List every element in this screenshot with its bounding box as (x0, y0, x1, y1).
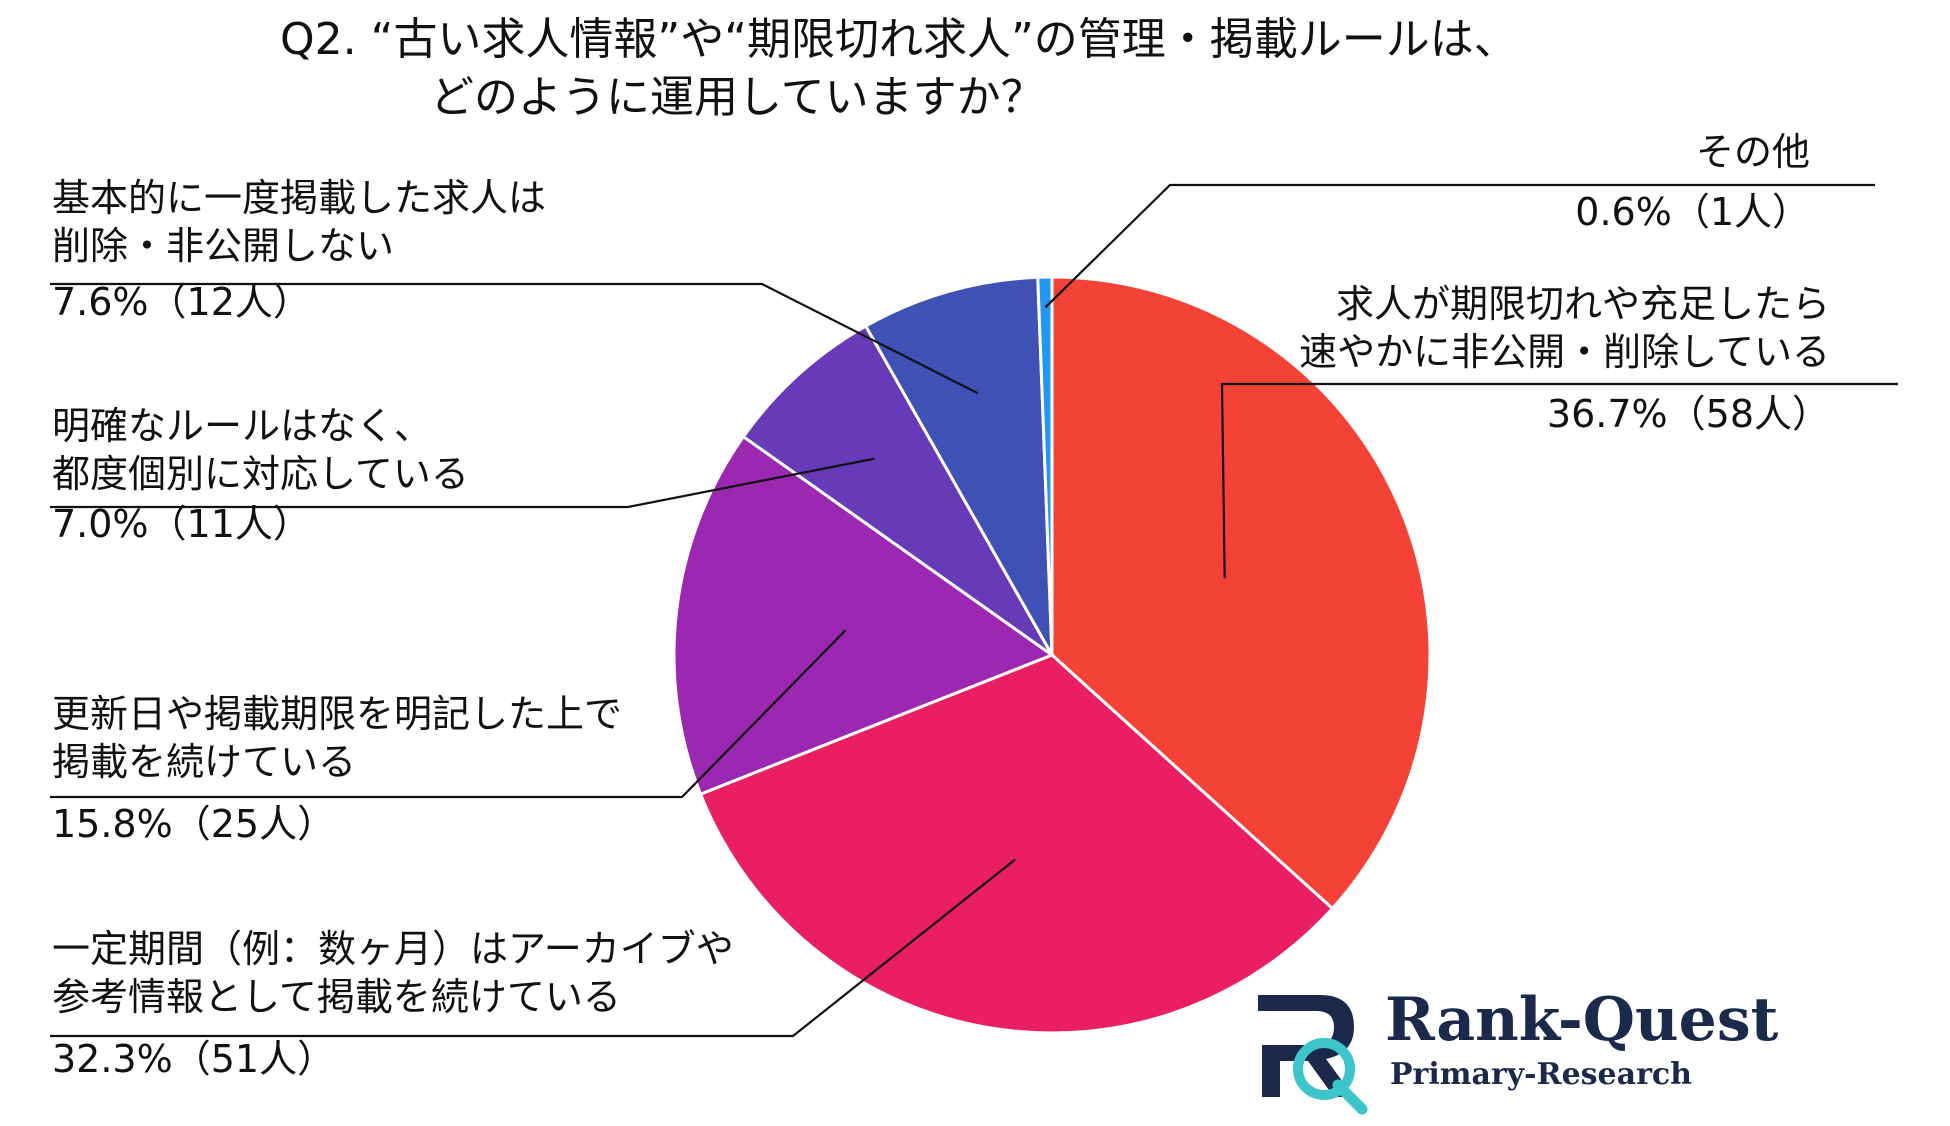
leader-line-3 (50, 457, 875, 509)
pie-slice-0 (1050, 275, 1432, 911)
slice-label-3-line-2: 都度個別に対応している (52, 452, 469, 496)
slice-label-1-line-1: 一定期間（例：数ヶ月）はアーカイブや (52, 927, 734, 971)
leader-line-2 (50, 629, 847, 799)
leader-lines (50, 183, 1898, 1038)
slice-label-4: 基本的に一度掲載した求人は 削除・非公開しない 7.6%（12人） (52, 174, 546, 326)
slice-label-0-line-2: 速やかに非公開・削除している (1299, 330, 1830, 374)
pie-slice-5 (1036, 275, 1054, 656)
logo-subtitle: Primary-Research (1390, 1057, 1692, 1092)
pie-slice-3 (741, 324, 1054, 657)
leader-line-4 (50, 282, 979, 395)
slice-label-4-line-2: 削除・非公開しない (52, 224, 395, 268)
slice-label-2: 更新日や掲載期限を明記した上で 掲載を続けている 15.8%（25人） (52, 690, 622, 848)
leader-line-5 (1044, 183, 1875, 309)
slice-label-5-line-1: その他 (1695, 130, 1810, 174)
slice-label-2-line-2: 掲載を続けている (52, 740, 357, 784)
leader-line-1 (50, 858, 1016, 1038)
slice-label-1-line-2: 参考情報として掲載を続けている (52, 975, 621, 1019)
slice-value-2: 15.8%（25人） (52, 802, 336, 846)
slice-value-0: 36.7%（58人） (1546, 392, 1830, 436)
leader-line-0 (1220, 382, 1898, 579)
slice-value-5: 0.6%（1人） (1575, 190, 1810, 234)
rank-quest-logo-mark-icon (1258, 995, 1368, 1115)
slice-value-4: 7.6%（12人） (52, 280, 311, 324)
slice-label-5: その他 0.6%（1人） (1575, 128, 1810, 236)
slice-label-3-line-1: 明確なルールはなく、 (52, 404, 433, 448)
slice-value-3: 7.0%（11人） (52, 502, 311, 546)
slice-label-2-line-1: 更新日や掲載期限を明記した上で (52, 692, 623, 736)
slice-label-0-line-1: 求人が期限切れや充足したら (1335, 282, 1830, 326)
slice-label-3: 明確なルールはなく、 都度個別に対応している 7.0%（11人） (52, 402, 469, 548)
logo-name: Rank-Quest (1385, 985, 1779, 1055)
slice-label-0: 求人が期限切れや充足したら 速やかに非公開・削除している 36.7%（58人） (1299, 280, 1830, 438)
pie-slice-2 (672, 434, 1056, 797)
pie-slice-4 (863, 275, 1054, 656)
rank-quest-logo: Rank-Quest Primary-Research (1250, 985, 1778, 1115)
pie-slice-1 (698, 653, 1335, 1035)
chart-title-line-1: Q2. “古い求人情報”や“期限切れ求人”の管理・掲載ルールは、 (280, 14, 1518, 65)
slice-label-1: 一定期間（例：数ヶ月）はアーカイブや 参考情報として掲載を続けている 32.3%… (52, 925, 734, 1083)
chart-title-line-2: どのように運用していますか？ (430, 72, 1045, 123)
pie-slices (672, 275, 1432, 1035)
slice-label-4-line-1: 基本的に一度掲載した求人は (52, 176, 547, 220)
slice-value-1: 32.3%（51人） (52, 1037, 336, 1081)
